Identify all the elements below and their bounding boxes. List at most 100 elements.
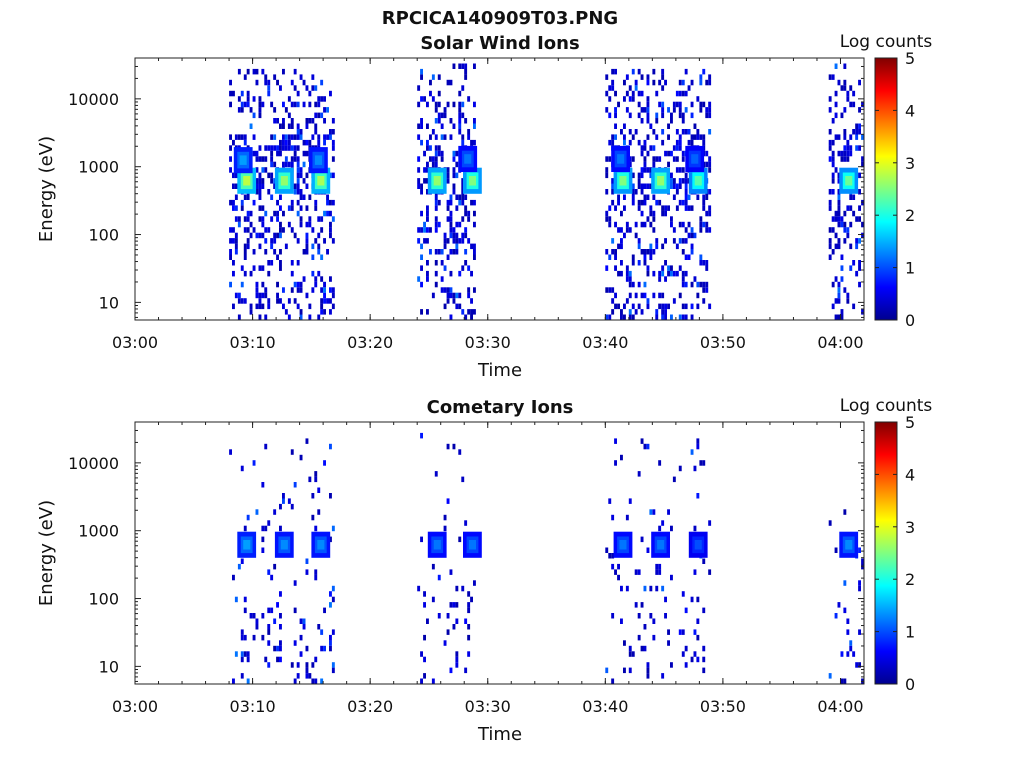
spectrogram-cell — [605, 210, 609, 217]
spectrogram-cell — [623, 205, 626, 211]
spectrogram-cell — [608, 254, 612, 260]
spectrogram-cell — [643, 199, 647, 206]
spectrogram-cell — [326, 199, 329, 206]
spectrogram-cell — [631, 281, 635, 288]
spectrogram-cell — [834, 112, 838, 119]
spectrogram-cell — [458, 221, 462, 228]
spectrogram-cell — [678, 265, 682, 271]
spectrogram-cell — [834, 243, 838, 250]
spectrogram-cell — [631, 90, 635, 97]
spectrogram-cell — [628, 85, 632, 91]
spectrogram-cell — [858, 580, 861, 586]
spectrogram-cell — [846, 145, 850, 151]
spectrogram-cell — [655, 563, 659, 570]
spectrogram-cell — [861, 558, 864, 564]
spectrogram-cell — [467, 129, 471, 135]
spectrogram-cell — [296, 662, 300, 668]
spectrogram-cell — [267, 303, 271, 310]
spectrogram-cell — [684, 129, 688, 135]
spectrogram-cell — [243, 634, 247, 641]
axes: 03:00 03:10 03:20 03:30 03:40 03:50 04:0010100… — [68, 421, 865, 716]
spectrogram-cell — [267, 298, 271, 304]
spectrogram-cell — [655, 309, 659, 315]
x-tick-label: 03:30 — [465, 697, 511, 716]
spectrogram-cell — [661, 112, 665, 119]
spectrogram-cell — [240, 281, 244, 288]
spectrogram-cell — [255, 509, 259, 515]
spectrogram-cell — [440, 156, 444, 162]
spectrogram-cell — [455, 238, 459, 244]
spectrogram-cell — [279, 298, 282, 304]
y-tick-label: 10 — [99, 293, 119, 312]
spectrogram-cell — [646, 79, 650, 86]
spectrogram-cell — [279, 145, 282, 151]
spectrogram-cell — [229, 79, 232, 86]
spectrogram-cell — [261, 525, 265, 532]
spectrogram-cell — [690, 656, 694, 663]
spectrogram-cell — [426, 238, 429, 244]
spectrogram-cell — [273, 249, 277, 255]
spectrogram-cell — [831, 74, 835, 80]
spectrogram-cell — [861, 134, 864, 140]
spectrogram-cell — [308, 476, 312, 483]
spectrogram-cell — [317, 314, 321, 320]
spectrogram-cell — [643, 260, 647, 266]
spectrogram-cell — [320, 287, 324, 293]
spectrogram-cell — [646, 101, 650, 108]
spectrogram-cell — [305, 221, 309, 228]
spectrogram-cell — [293, 232, 297, 239]
spectrogram-cell — [264, 238, 268, 244]
spectrogram-cell — [834, 101, 838, 108]
spectrogram-cell — [702, 139, 706, 146]
spectrogram-cell — [828, 74, 832, 80]
spectrogram-cell — [331, 156, 335, 162]
spectrogram-cell — [611, 183, 615, 189]
spectrogram-cell — [279, 85, 282, 91]
spectrogram-cell — [687, 129, 691, 135]
spectrogram-cell — [229, 134, 232, 140]
spectrogram-cell — [290, 145, 294, 151]
spectrogram-cell — [702, 656, 706, 663]
spectrogram-cell — [258, 101, 262, 108]
spectrogram-cell — [608, 553, 612, 559]
spectrogram-cell — [699, 74, 703, 80]
spectrogram-cell — [843, 150, 847, 157]
spectrogram-cell — [246, 514, 250, 521]
spectrogram-cell — [290, 449, 294, 455]
spectrogram-cell — [461, 189, 465, 195]
axes: 03:00 03:10 03:20 03:30 03:40 03:50 04:0010100… — [68, 57, 865, 352]
spectrogram-cell — [846, 232, 850, 239]
spectrogram-cell — [611, 249, 615, 255]
spectrogram-cell — [634, 79, 638, 86]
spectrogram-cell — [279, 221, 282, 228]
spectrogram-cell — [317, 139, 321, 146]
spectrogram-cell — [837, 243, 841, 250]
spectrogram-cell — [287, 498, 291, 504]
spectrogram-cell — [470, 139, 473, 146]
spectrogram-cell — [255, 68, 259, 75]
spectrogram-cell — [608, 498, 612, 504]
spectrogram-cell — [255, 178, 259, 184]
spectrogram-cell — [296, 167, 300, 173]
spectrogram-cell — [464, 520, 468, 526]
spectrogram-cell — [684, 107, 688, 113]
spectrogram-cell — [279, 624, 282, 630]
spectrogram-cell — [426, 145, 429, 151]
spectrogram-cell — [314, 85, 318, 91]
spectrogram-cell — [846, 651, 850, 657]
spectrogram-cell — [279, 591, 282, 597]
spectrogram-cell — [640, 199, 644, 206]
spectrogram-cell — [296, 183, 300, 189]
spectrogram-cell — [329, 602, 332, 608]
spectrogram-cell — [282, 227, 285, 233]
spectrogram-cell — [843, 156, 847, 162]
spectrogram-cell — [684, 645, 688, 652]
spectrogram-cell — [449, 249, 453, 255]
spectrogram-cell — [831, 189, 835, 195]
spectrogram-cell — [652, 634, 656, 641]
spectrogram-cell — [634, 602, 638, 608]
spectrogram-cell — [664, 260, 667, 266]
spectrogram-cell — [473, 101, 476, 108]
panel-title: Cometary Ions — [427, 397, 574, 418]
